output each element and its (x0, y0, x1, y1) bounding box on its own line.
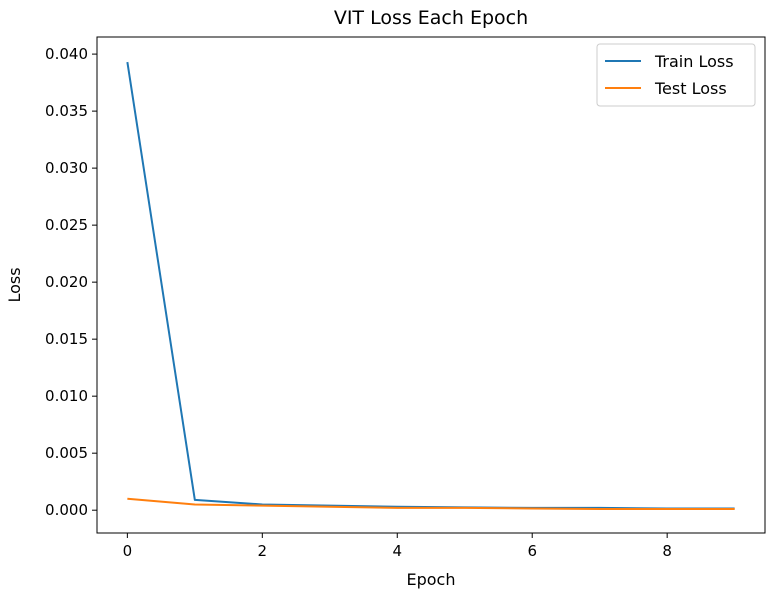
series-line-train-loss (126, 61, 735, 510)
y-tick-label: 0.030 (45, 159, 88, 177)
x-axis-ticks: 0 2 4 6 8 (123, 533, 672, 560)
legend-label-train: Train Loss (654, 52, 734, 71)
y-tick-label: 0.015 (45, 330, 88, 348)
y-axis-label: Loss (5, 267, 24, 302)
y-tick-label: 0.000 (45, 501, 88, 519)
series-lines (126, 61, 735, 511)
y-tick-label: 0.040 (45, 45, 88, 63)
legend: Train Loss Test Loss (596, 43, 756, 107)
y-tick-label: 0.020 (45, 273, 88, 291)
plot-frame (96, 36, 766, 534)
x-tick-label: 6 (527, 542, 537, 560)
x-axis-label: Epoch (407, 570, 456, 589)
chart-title: VIT Loss Each Epoch (334, 7, 528, 29)
x-tick-label: 8 (662, 542, 672, 560)
y-tick-label: 0.010 (45, 387, 88, 405)
y-tick-label: 0.025 (45, 216, 88, 234)
x-tick-label: 4 (392, 542, 402, 560)
y-axis-ticks: 0.000 0.005 0.010 0.015 0.020 0.025 0.030 0.035… (45, 45, 97, 519)
y-tick-label: 0.005 (45, 444, 88, 462)
y-tick-label: 0.035 (45, 102, 88, 120)
legend-box (596, 43, 756, 107)
series-line-test-loss (127, 497, 735, 511)
x-tick-label: 2 (258, 542, 268, 560)
legend-label-test: Test Loss (654, 79, 727, 98)
x-tick-label: 0 (123, 542, 133, 560)
